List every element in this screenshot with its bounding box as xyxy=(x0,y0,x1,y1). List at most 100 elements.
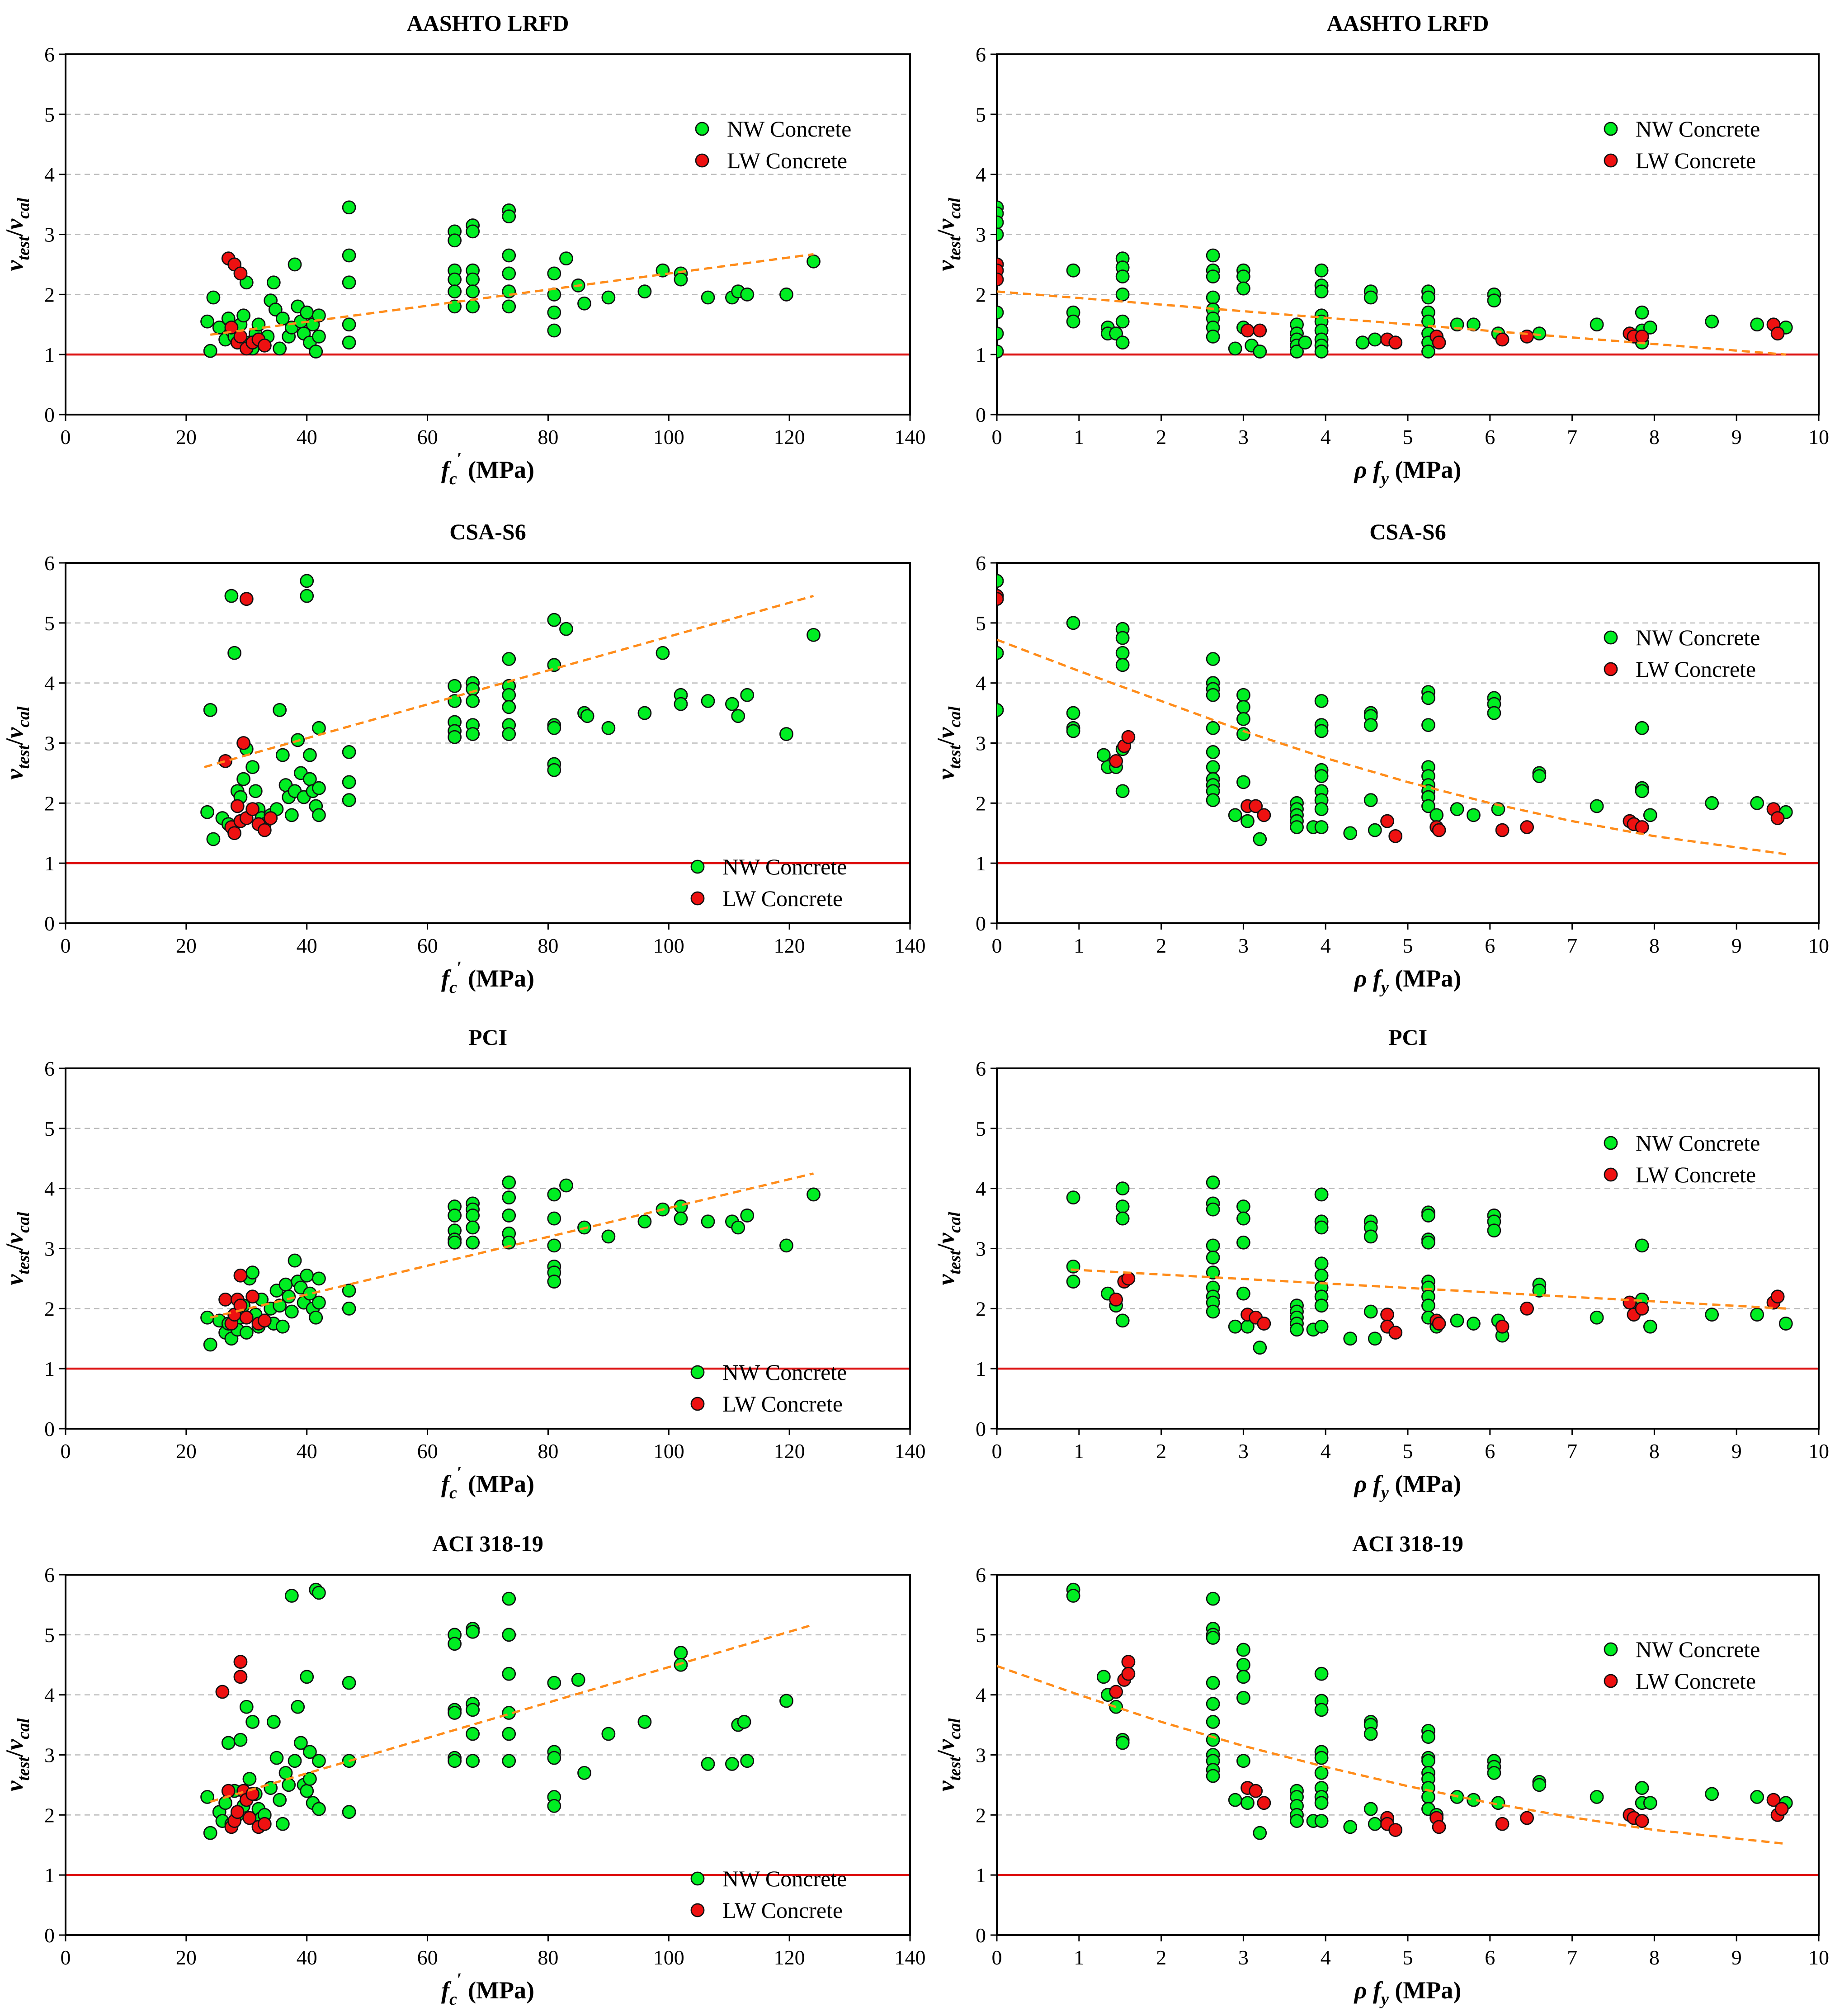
nw-concrete-point xyxy=(1363,793,1378,807)
nw-concrete-point xyxy=(547,613,561,627)
nw-concrete-point xyxy=(601,1727,616,1741)
chart-panel-aci-fc: ACI 318-19 0 20 40 60 80 100 120 140 0 1 2 3 4 5 6 fc′ (… xyxy=(1,1531,926,2009)
nw-concrete-point xyxy=(1115,1211,1130,1226)
y-label-subscript: cal xyxy=(945,706,964,727)
x-tick-label: 2 xyxy=(1156,1440,1166,1463)
nw-concrete-point xyxy=(269,1751,284,1765)
nw-concrete-point xyxy=(547,1238,561,1253)
nw-concrete-point xyxy=(1421,799,1435,813)
legend-lw-marker xyxy=(690,1903,705,1917)
x-tick-label: 80 xyxy=(538,425,558,449)
nw-concrete-point xyxy=(1115,784,1130,798)
lw-concrete-point xyxy=(1432,1820,1446,1834)
lw-concrete-point xyxy=(1257,1796,1271,1810)
chart-title: CSA-S6 xyxy=(1369,519,1446,544)
nw-concrete-point xyxy=(1236,269,1250,283)
nw-concrete-point xyxy=(1241,814,1255,828)
nw-concrete-point xyxy=(1206,1733,1220,1747)
y-tick-label: 1 xyxy=(976,1357,986,1380)
nw-concrete-point xyxy=(547,1751,561,1765)
y-label-symbol: v xyxy=(1,218,28,230)
nw-concrete-point xyxy=(997,703,1004,717)
x-tick-label: 5 xyxy=(1403,1440,1413,1463)
nw-concrete-point xyxy=(502,727,516,741)
nw-concrete-point xyxy=(200,1790,214,1804)
nw-concrete-point xyxy=(674,272,688,287)
nw-concrete-point xyxy=(1115,658,1130,672)
y-label-subscript: test xyxy=(945,236,964,260)
chart-panel-csa-fc: CSA-S6 0 20 40 60 80 100 120 140 0 1 2 3 4 5 6 fc′ (MPa)… xyxy=(1,519,926,997)
nw-concrete-point xyxy=(1066,1589,1080,1603)
nw-concrete-point xyxy=(1253,1341,1267,1355)
y-axis-label: vtest/vcal xyxy=(932,1718,964,1792)
nw-concrete-point xyxy=(547,1275,561,1289)
legend-nw-label: NW Concrete xyxy=(1636,625,1760,650)
nw-concrete-point xyxy=(674,1211,688,1226)
nw-concrete-point xyxy=(242,1772,257,1786)
lw-concrete-point xyxy=(1520,820,1534,834)
y-tick-label: 4 xyxy=(44,672,55,695)
nw-concrete-point xyxy=(1115,314,1130,329)
nw-concrete-point xyxy=(1206,760,1220,774)
y-label-subscript: cal xyxy=(945,1212,964,1233)
nw-concrete-point xyxy=(1206,1265,1220,1280)
nw-concrete-point xyxy=(302,1286,317,1301)
nw-concrete-point xyxy=(1236,688,1250,702)
x-tick-label: 10 xyxy=(1808,934,1829,957)
nw-concrete-point xyxy=(637,706,652,720)
y-tick-label: 1 xyxy=(976,852,986,875)
y-label-subscript: cal xyxy=(14,198,33,219)
nw-concrete-point xyxy=(637,1214,652,1229)
nw-concrete-point xyxy=(1206,1175,1220,1190)
x-tick-label: 7 xyxy=(1567,1440,1577,1463)
nw-concrete-point xyxy=(547,721,561,735)
nw-concrete-point xyxy=(466,682,480,696)
x-tick-label: 8 xyxy=(1649,1946,1660,1969)
y-tick-label: 4 xyxy=(976,1177,986,1200)
lw-concrete-point xyxy=(1121,1667,1136,1681)
nw-concrete-point xyxy=(342,793,356,807)
nw-concrete-point xyxy=(1206,1591,1220,1606)
nw-concrete-point xyxy=(502,652,516,666)
nw-concrete-point xyxy=(300,1784,314,1798)
chart-panel-aashto-fc: AASHTO LRFD 0 20 40 60 80 100 120 140 0 1 2 3 4 5 6 fc′ … xyxy=(1,10,926,488)
lw-concrete-point xyxy=(245,802,260,817)
y-label-separator: / xyxy=(932,1750,959,1757)
x-label-symbol: ρ f xyxy=(1354,1470,1383,1497)
lw-concrete-point xyxy=(227,826,241,840)
x-tick-label: 3 xyxy=(1238,1946,1249,1969)
x-tick-label: 120 xyxy=(774,425,805,449)
nw-concrete-point xyxy=(725,1757,739,1771)
nw-concrete-point xyxy=(1532,769,1547,783)
nw-concrete-point xyxy=(282,1289,296,1304)
x-tick-label: 20 xyxy=(176,1946,197,1969)
nw-concrete-point xyxy=(1363,1229,1378,1244)
nw-concrete-point xyxy=(302,748,317,762)
chart-title: ACI 318-19 xyxy=(1352,1531,1463,1556)
lw-concrete-point xyxy=(1388,1326,1403,1340)
nw-concrete-point xyxy=(997,305,1004,320)
nw-concrete-point xyxy=(740,1754,755,1768)
y-axis-label: vtest/vcal xyxy=(1,1212,33,1285)
nw-concrete-point xyxy=(1314,1187,1329,1202)
lw-concrete-point xyxy=(224,320,239,335)
legend-nw-marker xyxy=(1604,630,1618,645)
legend-nw-marker xyxy=(690,1365,705,1379)
scatter-points xyxy=(200,574,821,846)
x-label-subscript: y xyxy=(1379,978,1389,997)
nw-concrete-point xyxy=(601,290,616,305)
lw-concrete-point xyxy=(1121,1655,1136,1669)
nw-concrete-point xyxy=(1467,1317,1481,1331)
x-tick-label: 7 xyxy=(1567,934,1577,957)
nw-concrete-point xyxy=(502,1591,516,1606)
lw-concrete-point xyxy=(233,266,248,281)
nw-concrete-point xyxy=(1314,1298,1329,1313)
lw-concrete-point xyxy=(1109,1685,1123,1699)
y-tick-label: 3 xyxy=(44,223,55,246)
nw-concrete-point xyxy=(1421,1754,1435,1768)
nw-concrete-point xyxy=(1643,1796,1657,1810)
y-tick-label: 6 xyxy=(976,43,986,66)
legend-lw-label: LW Concrete xyxy=(727,148,847,173)
nw-concrete-point xyxy=(1363,290,1378,305)
